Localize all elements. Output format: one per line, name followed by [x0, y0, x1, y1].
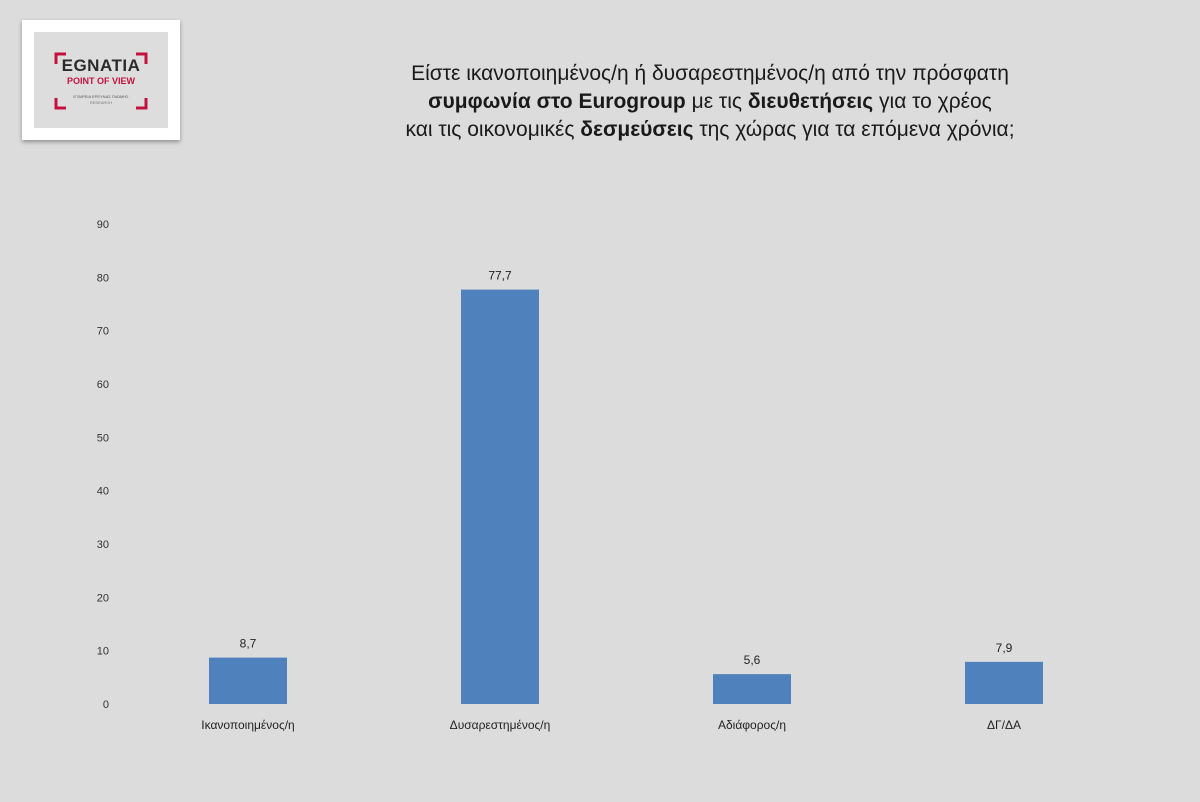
title-bold-3: δεσμεύσεις — [580, 118, 694, 141]
category-label: ΔΓ/ΔΑ — [987, 718, 1021, 732]
bar — [713, 674, 791, 704]
y-tick-label: 50 — [97, 432, 109, 444]
logo-tagline-2: RESEARCH — [89, 100, 113, 105]
data-label: 77,7 — [488, 269, 512, 283]
y-tick-label: 10 — [97, 646, 109, 658]
title-plain-1: με τις — [685, 90, 748, 113]
bar — [209, 657, 287, 704]
chart-title: Είστε ικανοποιημένος/η ή δυσαρεστημένος/… — [330, 60, 1090, 144]
data-label: 5,6 — [744, 653, 761, 667]
title-plain-4: της χώρας για τα επόμενα χρόνια; — [693, 118, 1015, 141]
logo: EGNATIA POINT OF VIEW ΕΤΑΙΡΕΙΑ ΕΡΕΥΝΑΣ Γ… — [34, 32, 168, 128]
y-tick-label: 70 — [97, 326, 109, 338]
title-bold-1: συμφωνία στο Eurogroup — [428, 90, 686, 113]
y-tick-label: 20 — [97, 592, 109, 604]
title-line-2: συμφωνία στο Eurogroup με τις διευθετήσε… — [330, 88, 1090, 116]
category-label: Ικανοποιημένος/η — [201, 718, 294, 732]
y-tick-label: 0 — [103, 699, 109, 711]
title-line-1: Είστε ικανοποιημένος/η ή δυσαρεστημένος/… — [411, 62, 1009, 85]
title-plain-2: για το χρέος — [873, 90, 992, 113]
y-tick-label: 60 — [97, 379, 109, 391]
logo-tagline: ΕΤΑΙΡΕΙΑ ΕΡΕΥΝΑΣ ΓΝΩΜΗΣ — [73, 94, 129, 99]
category-label: Δυσαρεστημένος/η — [450, 718, 551, 732]
logo-frame-corners — [54, 52, 148, 110]
title-line-3: και τις οικονομικές δεσμεύσεις της χώρας… — [330, 116, 1090, 144]
y-tick-label: 40 — [97, 486, 109, 498]
logo-subbrand: POINT OF VIEW — [66, 76, 135, 86]
bar — [965, 661, 1043, 704]
y-tick-label: 80 — [97, 272, 109, 284]
bar — [461, 289, 539, 704]
data-label: 8,7 — [240, 637, 257, 651]
y-tick-label: 90 — [97, 219, 109, 231]
category-label: Αδιάφορος/η — [718, 718, 786, 732]
logo-card: EGNATIA POINT OF VIEW ΕΤΑΙΡΕΙΑ ΕΡΕΥΝΑΣ Γ… — [22, 20, 180, 140]
logo-brand: EGNATIA — [61, 56, 141, 75]
title-plain-3: και τις οικονομικές — [405, 118, 581, 141]
title-bold-2: διευθετήσεις — [747, 90, 874, 113]
data-label: 7,9 — [996, 641, 1013, 655]
y-tick-label: 30 — [97, 539, 109, 551]
